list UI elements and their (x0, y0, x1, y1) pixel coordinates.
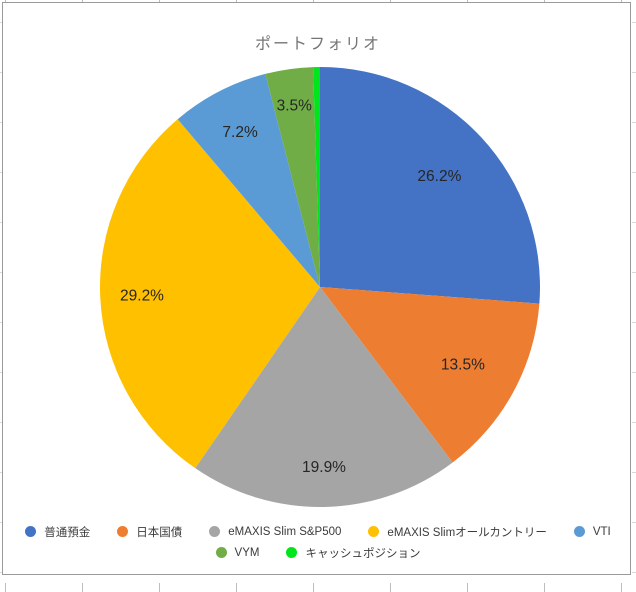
pie-slice-4[interactable] (177, 73, 320, 287)
data-label-4: 7.2% (222, 124, 258, 141)
legend-item-0[interactable]: 普通預金 (25, 524, 90, 540)
legend-swatch-icon (215, 547, 227, 558)
legend-label: eMAXIS Slim S&P500 (228, 525, 342, 538)
legend-swatch-icon (25, 526, 37, 537)
pie-slice-2[interactable] (195, 287, 453, 507)
pie-slice-6[interactable] (313, 67, 320, 287)
legend-item-1[interactable]: 日本国債 (117, 524, 182, 540)
legend-swatch-icon (368, 526, 380, 537)
legend-label: VYM (234, 546, 260, 559)
legend-label: VTI (592, 525, 611, 538)
data-label-2: 19.9% (302, 459, 346, 476)
pie-slice-5[interactable] (265, 67, 320, 287)
data-label-1: 13.5% (441, 357, 485, 374)
legend-swatch-icon (573, 526, 585, 537)
legend-row-1: VYM キャッシュポジション (0, 542, 636, 563)
pie-slice-1[interactable] (320, 287, 540, 463)
legend-item-3[interactable]: eMAXIS Slimオールカントリー (368, 524, 547, 540)
legend-label: キャッシュポジション (305, 547, 421, 560)
legend-label: 日本国債 (136, 526, 183, 539)
pie-slice-0[interactable] (320, 67, 540, 304)
legend-label: eMAXIS Slimオールカントリー (387, 526, 547, 539)
legend-item-5[interactable]: VYM (215, 546, 260, 559)
data-label-0: 26.2% (417, 168, 461, 185)
data-label-5: 3.5% (277, 98, 313, 115)
legend-item-2[interactable]: eMAXIS Slim S&P500 (209, 526, 341, 538)
legend-swatch-icon (117, 526, 129, 537)
legend-label: 普通預金 (44, 526, 91, 539)
legend-swatch-icon (286, 547, 298, 558)
legend-item-6[interactable]: キャッシュポジション (286, 545, 420, 561)
data-label-3: 29.2% (120, 288, 164, 305)
chart-title: ポートフォリオ (254, 36, 381, 53)
pie-slice-3[interactable] (99, 119, 320, 469)
chart-legend: 普通預金 日本国債 eMAXIS Slim S&P500 eMAXIS Slimオール… (0, 521, 636, 563)
legend-row-0: 普通預金 日本国債 eMAXIS Slim S&P500 eMAXIS Slimオール… (0, 521, 636, 542)
legend-item-4[interactable]: VTI (573, 525, 611, 538)
legend-swatch-icon (209, 526, 221, 537)
